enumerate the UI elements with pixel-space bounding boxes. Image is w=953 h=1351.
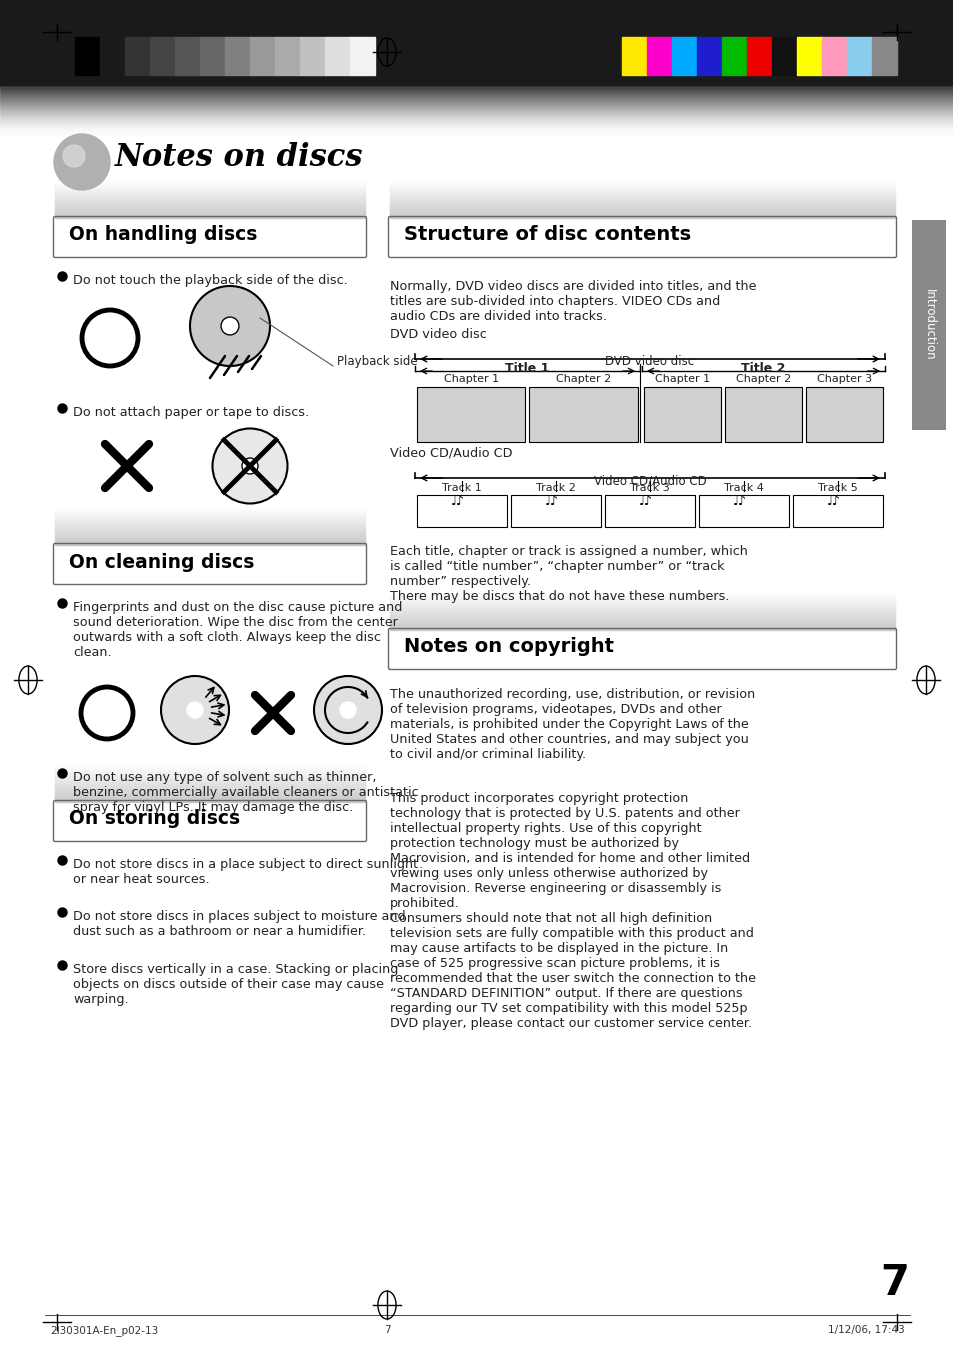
Text: Normally, DVD video discs are divided into titles, and the
titles are sub-divide: Normally, DVD video discs are divided in… bbox=[390, 280, 756, 323]
Text: On handling discs: On handling discs bbox=[69, 226, 257, 245]
Text: ♩♪: ♩♪ bbox=[639, 494, 652, 508]
Text: Chapter 2: Chapter 2 bbox=[556, 374, 611, 384]
Text: 2I30301A-En_p02-13: 2I30301A-En_p02-13 bbox=[50, 1325, 158, 1336]
Text: Title 1: Title 1 bbox=[505, 362, 549, 376]
Bar bbox=[200, 36, 225, 76]
Bar bbox=[805, 386, 882, 442]
Text: Video CD/Audio CD: Video CD/Audio CD bbox=[593, 474, 705, 486]
Text: Track 2: Track 2 bbox=[536, 484, 576, 493]
Ellipse shape bbox=[190, 286, 270, 366]
Text: Title 2: Title 2 bbox=[740, 362, 785, 376]
Ellipse shape bbox=[161, 676, 229, 744]
Bar bbox=[792, 494, 882, 527]
Circle shape bbox=[339, 703, 355, 717]
Text: Track 3: Track 3 bbox=[630, 484, 669, 493]
Bar bbox=[174, 36, 200, 76]
Circle shape bbox=[187, 703, 203, 717]
Text: Track 5: Track 5 bbox=[818, 484, 857, 493]
Text: 1/12/06, 17:43: 1/12/06, 17:43 bbox=[827, 1325, 904, 1335]
Bar bbox=[325, 36, 350, 76]
Text: Do not use any type of solvent such as thinner,
benzine, commercially available : Do not use any type of solvent such as t… bbox=[73, 771, 418, 815]
Text: ♩♪: ♩♪ bbox=[544, 494, 558, 508]
Bar bbox=[0, 0, 953, 85]
Text: ♩♪: ♩♪ bbox=[826, 494, 840, 508]
Bar bbox=[250, 36, 274, 76]
Circle shape bbox=[242, 458, 257, 474]
Bar bbox=[225, 36, 250, 76]
Bar bbox=[299, 36, 325, 76]
Bar bbox=[643, 386, 720, 442]
Text: This product incorporates copyright protection
technology that is protected by U: This product incorporates copyright prot… bbox=[390, 792, 755, 1029]
Text: Store discs vertically in a case. Stacking or placing
objects on discs outside o: Store discs vertically in a case. Stacki… bbox=[73, 963, 398, 1006]
Text: The unauthorized recording, use, distribution, or revision
of television program: The unauthorized recording, use, distrib… bbox=[390, 688, 755, 761]
Bar bbox=[721, 36, 746, 76]
Text: Chapter 1: Chapter 1 bbox=[443, 374, 498, 384]
Text: Playback side: Playback side bbox=[336, 354, 417, 367]
Text: Chapter 3: Chapter 3 bbox=[816, 374, 871, 384]
Text: Track 4: Track 4 bbox=[723, 484, 763, 493]
Bar bbox=[274, 36, 299, 76]
Text: Do not attach paper or tape to discs.: Do not attach paper or tape to discs. bbox=[73, 407, 309, 419]
Bar bbox=[821, 36, 846, 76]
Bar bbox=[871, 36, 896, 76]
Circle shape bbox=[63, 145, 85, 168]
Text: 7: 7 bbox=[383, 1325, 390, 1335]
Bar bbox=[511, 494, 600, 527]
Text: Each title, chapter or track is assigned a number, which
is called “title number: Each title, chapter or track is assigned… bbox=[390, 544, 747, 603]
Text: Chapter 2: Chapter 2 bbox=[735, 374, 790, 384]
Bar bbox=[416, 494, 506, 527]
Text: Chapter 1: Chapter 1 bbox=[655, 374, 709, 384]
Bar bbox=[796, 36, 821, 76]
Text: ♩♪: ♩♪ bbox=[451, 494, 464, 508]
Bar bbox=[911, 220, 945, 430]
Text: Structure of disc contents: Structure of disc contents bbox=[403, 226, 690, 245]
Bar bbox=[604, 494, 695, 527]
Bar bbox=[671, 36, 697, 76]
Text: 7: 7 bbox=[880, 1262, 908, 1304]
Bar bbox=[621, 36, 646, 76]
Bar bbox=[416, 386, 525, 442]
Text: ♩♪: ♩♪ bbox=[732, 494, 746, 508]
Text: Fingerprints and dust on the disc cause picture and
sound deterioration. Wipe th: Fingerprints and dust on the disc cause … bbox=[73, 601, 402, 659]
Text: On cleaning discs: On cleaning discs bbox=[69, 553, 254, 571]
Text: Do not touch the playback side of the disc.: Do not touch the playback side of the di… bbox=[73, 274, 348, 286]
Text: Track 1: Track 1 bbox=[441, 484, 481, 493]
Bar bbox=[771, 36, 796, 76]
Bar bbox=[697, 36, 721, 76]
Bar bbox=[75, 36, 100, 76]
Text: Notes on discs: Notes on discs bbox=[115, 142, 363, 173]
Ellipse shape bbox=[213, 428, 287, 504]
Text: DVD video disc: DVD video disc bbox=[605, 355, 694, 367]
Text: Video CD/Audio CD: Video CD/Audio CD bbox=[390, 447, 512, 459]
Ellipse shape bbox=[314, 676, 381, 744]
Bar bbox=[846, 36, 871, 76]
Circle shape bbox=[221, 317, 239, 335]
Text: Introduction: Introduction bbox=[922, 289, 935, 361]
Bar bbox=[724, 386, 801, 442]
Bar bbox=[646, 36, 671, 76]
Text: On storing discs: On storing discs bbox=[69, 809, 240, 828]
Circle shape bbox=[54, 134, 110, 190]
Bar bbox=[350, 36, 375, 76]
Text: Notes on copyright: Notes on copyright bbox=[403, 638, 614, 657]
Bar bbox=[529, 386, 638, 442]
Bar bbox=[699, 494, 788, 527]
Bar bbox=[150, 36, 174, 76]
Bar bbox=[125, 36, 150, 76]
Bar bbox=[746, 36, 771, 76]
Text: Do not store discs in a place subject to direct sunlight
or near heat sources.: Do not store discs in a place subject to… bbox=[73, 858, 417, 886]
Text: Do not store discs in places subject to moisture and
dust such as a bathroom or : Do not store discs in places subject to … bbox=[73, 911, 405, 938]
Text: DVD video disc: DVD video disc bbox=[390, 328, 486, 340]
Bar bbox=[100, 36, 125, 76]
